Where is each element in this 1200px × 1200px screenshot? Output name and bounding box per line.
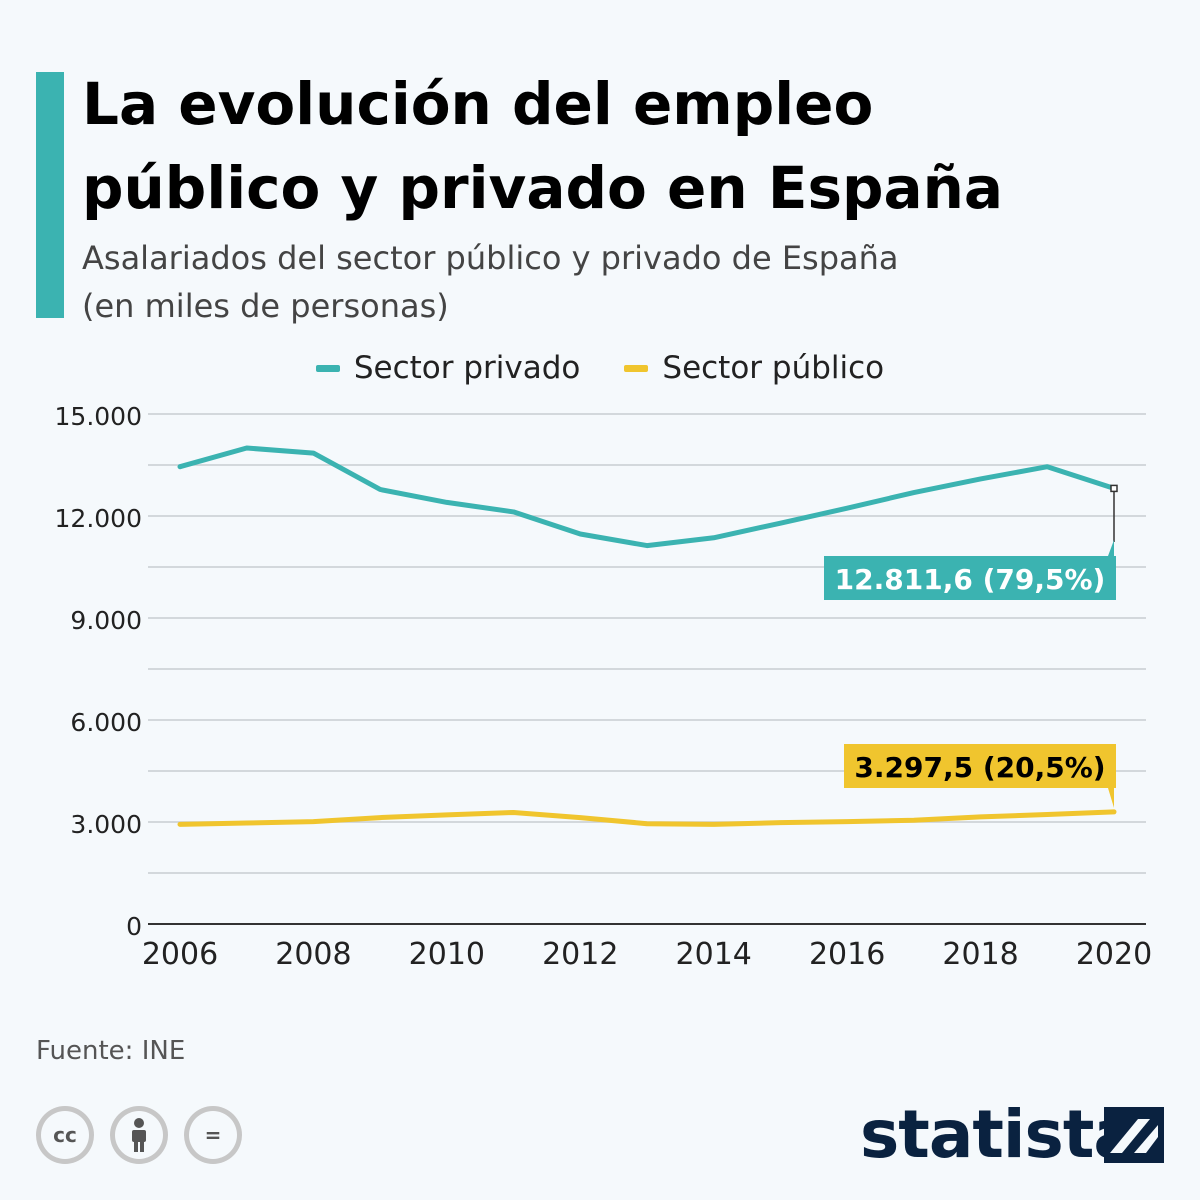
y-tick-label: 3.000 [70, 810, 142, 839]
end-label-privado: 12.811,6 (79,5%) [835, 563, 1106, 596]
nd-icon-label: = [189, 1111, 237, 1159]
x-tick-label: 2016 [809, 937, 885, 972]
license-icons: cc = [36, 1106, 242, 1164]
legend-item-publico: Sector público [624, 350, 884, 386]
x-tick-label: 2006 [142, 937, 218, 972]
legend: Sector privado Sector público [0, 350, 1200, 386]
cc-icon-label: cc [41, 1111, 89, 1159]
series-line-privado [177, 445, 1117, 549]
legend-swatch-privado [315, 364, 340, 372]
by-attribution-icon[interactable] [110, 1106, 168, 1164]
title-line-2: público y privado en España [82, 154, 1004, 222]
x-tick-label: 2012 [542, 937, 618, 972]
x-tick-label: 2008 [275, 937, 351, 972]
end-label-publico: 3.297,5 (20,5%) [854, 751, 1105, 784]
y-tick-label: 15.000 [55, 402, 142, 431]
person-icon [132, 1118, 146, 1152]
series-line-publico [177, 809, 1117, 827]
end-marker-privado [1110, 484, 1118, 493]
nd-no-derivatives-icon[interactable]: = [184, 1106, 242, 1164]
source-note: Fuente: INE [36, 1036, 186, 1066]
title-line-1: La evolución del empleo [82, 70, 874, 138]
legend-swatch-publico [624, 364, 649, 372]
legend-label-publico: Sector público [662, 350, 885, 386]
statista-logo-icon [1104, 1107, 1164, 1163]
x-tick-label: 2020 [1076, 937, 1152, 972]
subtitle-line-2: (en miles de personas) [82, 287, 449, 325]
cc-icon[interactable]: cc [36, 1106, 94, 1164]
chart-subtitle: Asalariados del sector público y privado… [82, 234, 1082, 330]
subtitle-line-1: Asalariados del sector público y privado… [82, 239, 899, 277]
callout-pointer-privado [1108, 540, 1114, 556]
callout-box-publico [844, 744, 1116, 788]
x-tick-label: 2014 [676, 937, 752, 972]
callout-box-privado [824, 556, 1116, 600]
statista-logo-text[interactable]: statista [860, 1096, 1138, 1173]
y-tick-label: 9.000 [70, 606, 142, 635]
chart-title: La evolución del empleo público y privad… [82, 62, 1182, 230]
legend-label-privado: Sector privado [353, 350, 581, 386]
y-tick-label: 12.000 [55, 504, 142, 533]
y-tick-label: 0 [126, 912, 142, 941]
callout-pointer-publico [1108, 788, 1114, 808]
y-tick-label: 6.000 [70, 708, 142, 737]
x-tick-label: 2010 [409, 937, 485, 972]
legend-item-privado: Sector privado [315, 350, 581, 386]
accent-bar [36, 72, 64, 318]
x-tick-label: 2018 [942, 937, 1018, 972]
